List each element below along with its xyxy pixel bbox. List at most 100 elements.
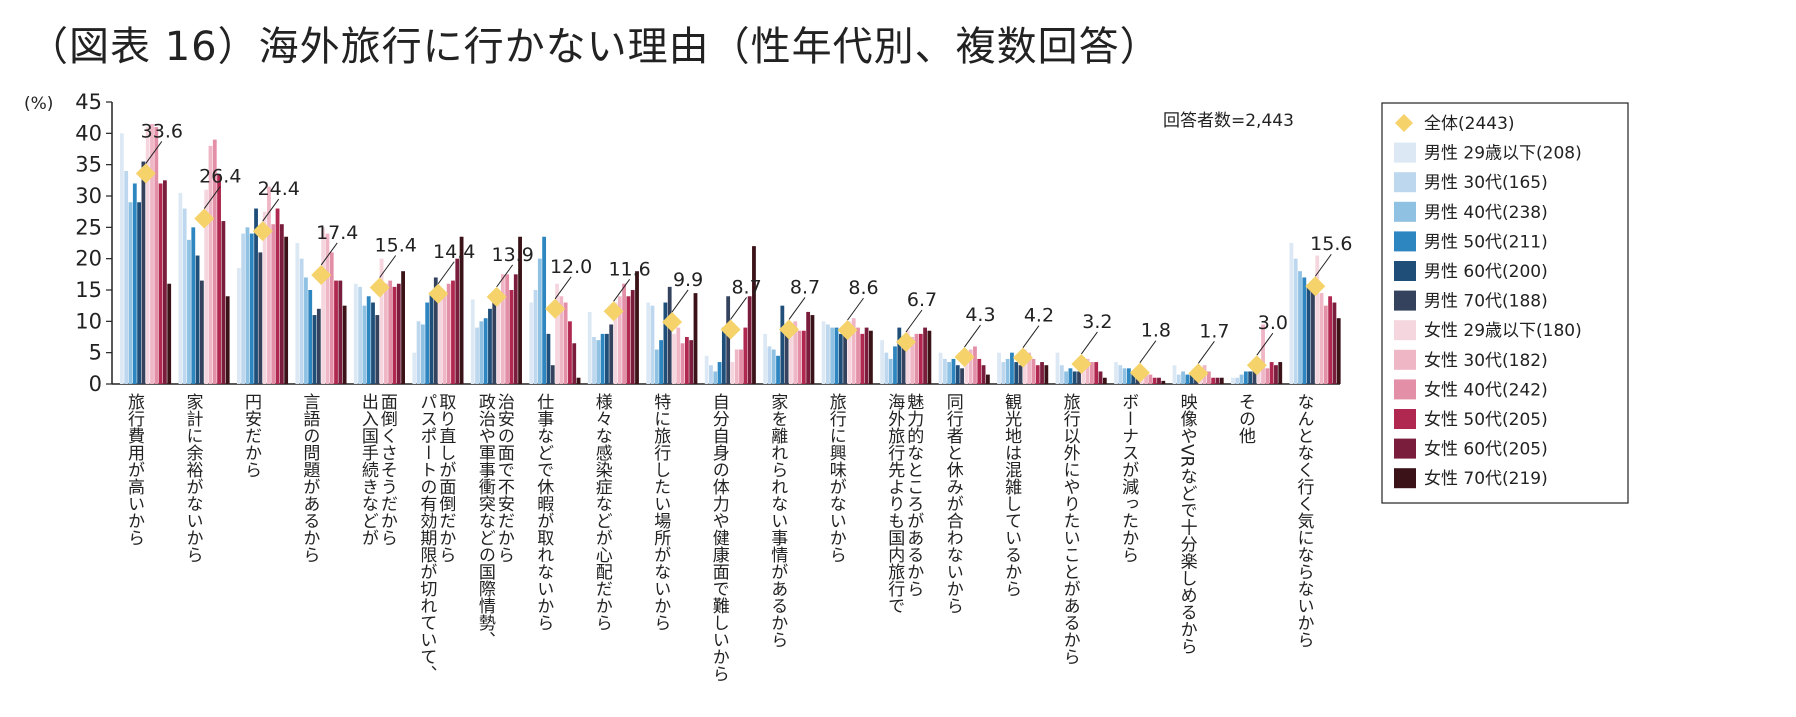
category-label-9: 特に旅行したい場所がないから (650, 393, 671, 631)
bar-9-series-0 (646, 302, 651, 384)
bar-0-series-2 (128, 202, 133, 384)
y-tick-label: 30 (75, 184, 102, 208)
bar-13-series-2 (888, 358, 893, 384)
category-label-20: なんとなく行く気にならないから (1294, 393, 1315, 648)
data-label-14: 4.3 (965, 304, 995, 326)
bar-17-series-2 (1122, 368, 1127, 384)
bar-12-series-4 (838, 333, 843, 384)
bar-6-series-9 (509, 290, 514, 384)
data-label-17: 1.8 (1141, 320, 1171, 342)
bar-16-series-0 (1055, 352, 1060, 384)
bar-10-series-11 (752, 246, 756, 384)
y-tick-label: 15 (75, 278, 102, 302)
bar-0-series-4 (137, 202, 141, 384)
legend-label-10: 女性 60代(205) (1424, 440, 1548, 460)
bar-20-series-6 (1315, 255, 1320, 384)
data-label-2: 24.4 (258, 178, 300, 200)
bar-17-series-9 (1152, 377, 1157, 384)
legend-swatch-7 (1394, 349, 1416, 370)
data-label-6: 13.9 (492, 244, 534, 266)
bar-20-series-9 (1328, 296, 1333, 384)
bar-4-series-3 (366, 296, 371, 384)
bar-11-series-6 (789, 333, 793, 384)
bar-5-series-9 (451, 280, 455, 384)
bar-3-series-11 (342, 305, 347, 384)
bar-17-series-10 (1157, 377, 1161, 384)
bar-18-series-10 (1215, 377, 1220, 384)
bar-19-series-4 (1248, 371, 1253, 384)
bar-11-series-1 (767, 346, 772, 384)
bar-17-series-7 (1144, 371, 1148, 384)
category-label-13-line-1: 魅力的なところがあるから (903, 393, 924, 597)
data-label-11: 8.7 (790, 276, 820, 298)
legend-label-3: 男性 50代(211) (1424, 232, 1548, 252)
bar-4-series-4 (371, 302, 375, 384)
y-tick-label: 25 (75, 215, 102, 239)
bar-19-series-9 (1269, 362, 1274, 384)
bar-19-series-2 (1239, 374, 1244, 384)
bar-12-series-5 (843, 330, 848, 384)
bar-7-series-2 (537, 258, 542, 384)
legend-label-1: 男性 30代(165) (1424, 173, 1548, 193)
bar-12-series-1 (826, 324, 830, 384)
data-label-20: 15.6 (1310, 233, 1352, 255)
data-label-0: 33.6 (141, 120, 183, 142)
bar-7-series-5 (550, 365, 555, 384)
bar-18-series-2 (1181, 371, 1185, 384)
bar-15-series-0 (997, 352, 1001, 384)
bar-3-series-6 (321, 227, 326, 384)
bar-14-series-8 (973, 346, 977, 384)
respondents-note: 回答者数=2,443 (1163, 111, 1294, 131)
bar-20-series-3 (1302, 277, 1307, 384)
category-label-1: 家計に余裕がないから (183, 393, 204, 563)
legend-swatch-6 (1394, 320, 1416, 341)
bar-20-series-8 (1323, 305, 1328, 384)
bar-14-series-4 (955, 365, 960, 384)
bar-20-series-4 (1306, 286, 1311, 384)
bar-6-series-4 (488, 308, 492, 384)
data-label-leader-9 (671, 289, 689, 313)
data-label-leader-6 (496, 264, 514, 288)
bar-10-series-2 (713, 371, 718, 384)
bar-4-series-1 (358, 286, 362, 384)
bar-19-series-6 (1256, 365, 1261, 384)
data-label-leader-8 (613, 279, 631, 302)
bar-6-series-8 (505, 274, 510, 384)
bar-2-series-7 (267, 186, 271, 384)
category-label-6-line-1: 治安の面で不安だから (494, 393, 515, 563)
bar-17-series-8 (1148, 374, 1153, 384)
bar-5-series-8 (446, 283, 451, 384)
data-label-16: 3.2 (1082, 311, 1112, 333)
data-label-12: 8.6 (848, 277, 878, 299)
bar-6-series-2 (479, 321, 484, 384)
bar-1-series-6 (204, 189, 209, 384)
legend-swatch-10 (1394, 438, 1416, 459)
data-label-leader-10 (730, 297, 747, 320)
bar-5-series-10 (455, 258, 460, 384)
bar-9-series-4 (663, 302, 668, 384)
bar-11-series-10 (806, 311, 811, 384)
category-labels: 旅行費用が高いから 家計に余裕がないから 円安だから 言語の問題があるから 出入国手続き… (124, 393, 1314, 682)
legend-swatch-8 (1394, 379, 1416, 400)
y-unit-label: (%) (24, 94, 53, 114)
data-label-leader-19 (1256, 332, 1274, 356)
bar-10-series-7 (734, 349, 739, 384)
bar-12-series-3 (834, 327, 839, 384)
data-label-5: 14.4 (433, 241, 475, 263)
total-marker-10 (720, 319, 741, 340)
bar-14-series-11 (985, 374, 990, 384)
bar-11-series-11 (810, 315, 815, 384)
bar-3-series-2 (304, 277, 308, 384)
bar-10-series-3 (717, 362, 722, 384)
bar-15-series-6 (1022, 349, 1027, 384)
bar-12-series-0 (821, 321, 826, 384)
bar-11-series-2 (771, 349, 776, 384)
y-tick-label: 0 (89, 372, 102, 396)
category-label-10: 自分自身の体力や健康面で難しいから (709, 393, 730, 682)
bar-0-series-11 (167, 283, 172, 384)
bar-15-series-8 (1031, 358, 1036, 384)
bar-0-series-8 (154, 127, 159, 384)
bar-13-series-10 (923, 327, 927, 384)
total-marker-6 (486, 286, 507, 307)
bar-14-series-5 (960, 368, 964, 384)
